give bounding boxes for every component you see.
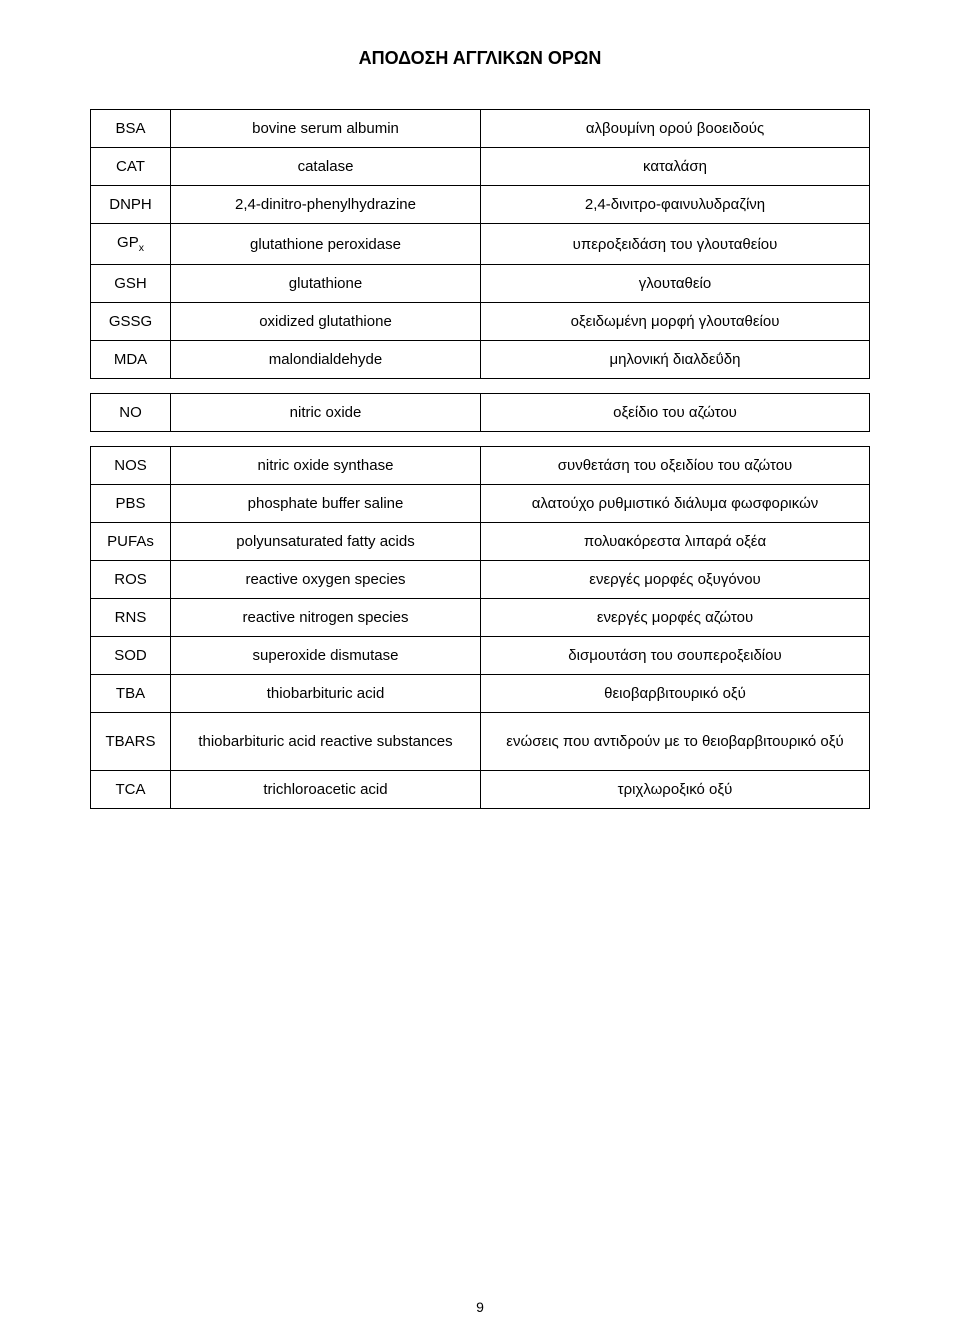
table-row: DNPH2,4-dinitro-phenylhydrazine2,4-δινιτ… [91,186,870,224]
abbr-cell: GSSG [91,303,171,341]
table-gap [91,432,870,447]
english-cell: bovine serum albumin [171,110,481,148]
table-row: TBAthiobarbituric acidθειοβαρβιτουρικό ο… [91,675,870,713]
english-cell: phosphate buffer saline [171,485,481,523]
greek-cell: συνθετάση του οξειδίου του αζώτου [481,447,870,485]
abbr-cell: CAT [91,148,171,186]
abbr-cell: BSA [91,110,171,148]
abbr-cell: GSH [91,265,171,303]
greek-cell: υπεροξειδάση του γλουταθείου [481,224,870,265]
greek-cell: ενεργές μορφές αζώτου [481,599,870,637]
terms-table: BSAbovine serum albuminαλβουμίνη ορού βο… [90,109,870,809]
greek-cell: θειοβαρβιτουρικό οξύ [481,675,870,713]
greek-cell: μηλονική διαλδεΰδη [481,341,870,379]
table-gap [91,379,870,394]
abbr-cell: RNS [91,599,171,637]
greek-cell: αλατούχο ρυθμιστικό διάλυμα φωσφορικών [481,485,870,523]
english-cell: nitric oxide [171,394,481,432]
greek-cell: τριχλωροξικό οξύ [481,771,870,809]
greek-cell: οξειδωμένη μορφή γλουταθείου [481,303,870,341]
table-row: PBSphosphate buffer salineαλατούχο ρυθμι… [91,485,870,523]
table-row: MDAmalondialdehydeμηλονική διαλδεΰδη [91,341,870,379]
english-cell: reactive nitrogen species [171,599,481,637]
english-cell: polyunsaturated fatty acids [171,523,481,561]
table-row: NOSnitric oxide synthaseσυνθετάση του οξ… [91,447,870,485]
english-cell: nitric oxide synthase [171,447,481,485]
english-cell: glutathione [171,265,481,303]
greek-cell: ενώσεις που αντιδρούν με το θειοβαρβιτου… [481,713,870,771]
english-cell: 2,4-dinitro-phenylhydrazine [171,186,481,224]
greek-cell: πολυακόρεστα λιπαρά οξέα [481,523,870,561]
abbr-cell: NOS [91,447,171,485]
abbr-cell: PBS [91,485,171,523]
table-row: CATcatalaseκαταλάση [91,148,870,186]
abbr-cell: MDA [91,341,171,379]
abbr-cell: ROS [91,561,171,599]
page-number: 9 [0,1299,960,1315]
english-cell: thiobarbituric acid reactive substances [171,713,481,771]
page: ΑΠΟΔΟΣΗ ΑΓΓΛΙΚΩΝ ΟΡΩΝ BSAbovine serum al… [0,0,960,1343]
table-row: TCAtrichloroacetic acidτριχλωροξικό οξύ [91,771,870,809]
table-row: TBARSthiobarbituric acid reactive substa… [91,713,870,771]
greek-cell: οξείδιο του αζώτου [481,394,870,432]
english-cell: thiobarbituric acid [171,675,481,713]
greek-cell: αλβουμίνη ορού βοοειδούς [481,110,870,148]
english-cell: malondialdehyde [171,341,481,379]
table-row: SODsuperoxide dismutaseδισμουτάση του σο… [91,637,870,675]
greek-cell: γλουταθείο [481,265,870,303]
greek-cell: 2,4-δινιτρο-φαινυλυδραζίνη [481,186,870,224]
table-row: BSAbovine serum albuminαλβουμίνη ορού βο… [91,110,870,148]
english-cell: superoxide dismutase [171,637,481,675]
abbr-cell: TBA [91,675,171,713]
greek-cell: ενεργές μορφές οξυγόνου [481,561,870,599]
abbr-cell: TBARS [91,713,171,771]
abbr-cell: NO [91,394,171,432]
page-title: ΑΠΟΔΟΣΗ ΑΓΓΛΙΚΩΝ ΟΡΩΝ [90,48,870,69]
greek-cell: καταλάση [481,148,870,186]
english-cell: catalase [171,148,481,186]
abbr-cell: SOD [91,637,171,675]
table-row: GSHglutathioneγλουταθείο [91,265,870,303]
abbr-cell: DNPH [91,186,171,224]
abbr-cell: GPx [91,224,171,265]
table-row: RNSreactive nitrogen speciesενεργές μορφ… [91,599,870,637]
greek-cell: δισμουτάση του σουπεροξειδίου [481,637,870,675]
english-cell: trichloroacetic acid [171,771,481,809]
english-cell: reactive oxygen species [171,561,481,599]
table-row: GSSGoxidized glutathioneοξειδωμένη μορφή… [91,303,870,341]
table-row: GPxglutathione peroxidaseυπεροξειδάση το… [91,224,870,265]
table-row: PUFAspolyunsaturated fatty acidsπολυακόρ… [91,523,870,561]
abbr-cell: TCA [91,771,171,809]
english-cell: glutathione peroxidase [171,224,481,265]
table-row: ROSreactive oxygen speciesενεργές μορφές… [91,561,870,599]
abbr-cell: PUFAs [91,523,171,561]
english-cell: oxidized glutathione [171,303,481,341]
table-row: NOnitric oxideοξείδιο του αζώτου [91,394,870,432]
